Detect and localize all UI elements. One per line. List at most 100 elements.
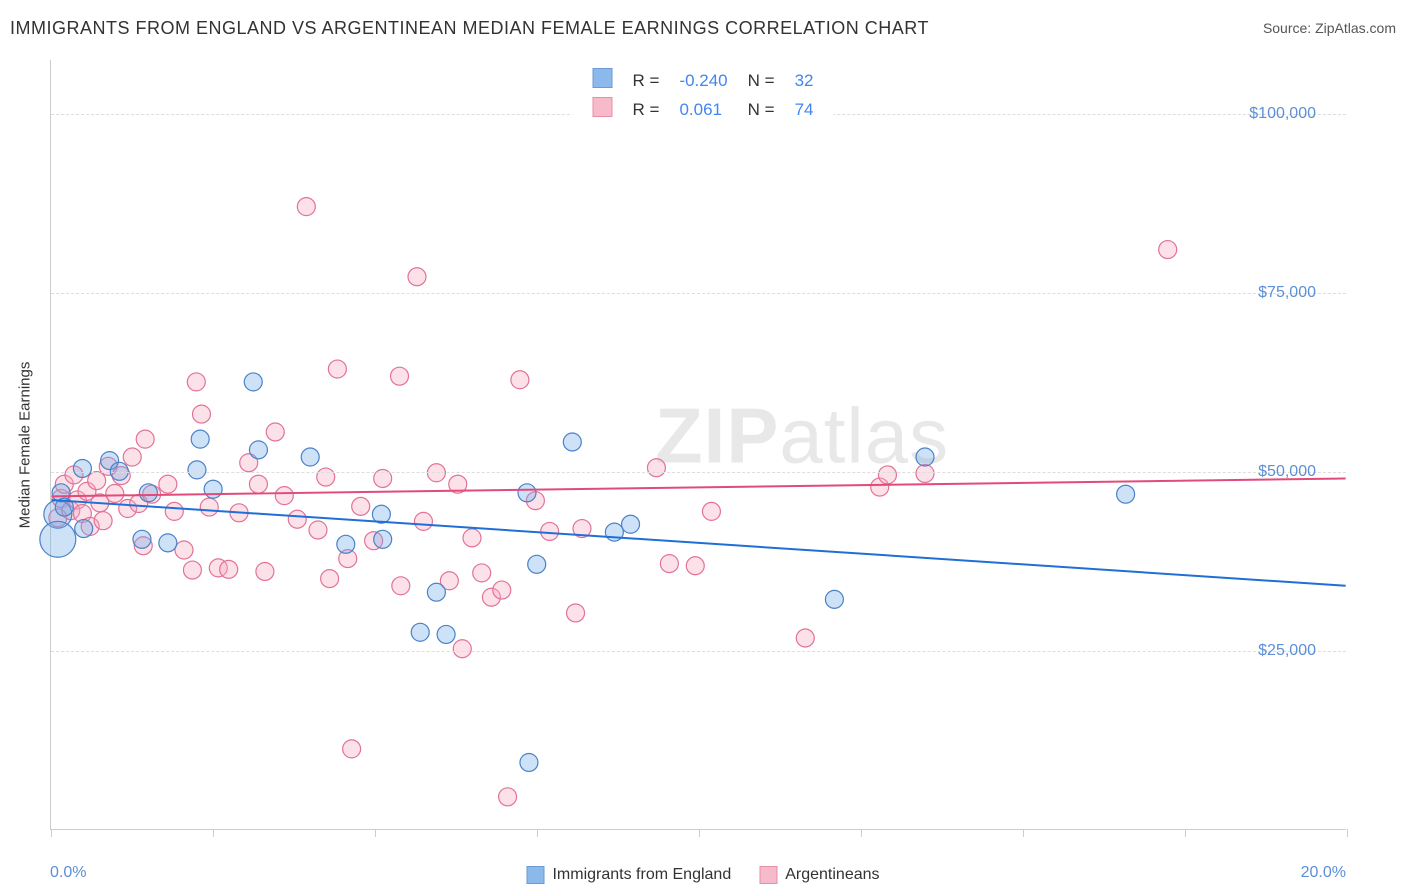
y-tick-label: $100,000 — [1249, 105, 1316, 123]
scatter-point — [411, 623, 429, 641]
scatter-point — [328, 360, 346, 378]
scatter-point — [136, 430, 154, 448]
x-tick — [861, 829, 862, 837]
scatter-point — [244, 373, 262, 391]
scatter-point — [88, 472, 106, 490]
scatter-point — [249, 475, 267, 493]
legend-row-england: R = -0.240 N = 32 — [583, 66, 824, 95]
gridline-h — [51, 293, 1346, 294]
source-name: ZipAtlas.com — [1315, 20, 1396, 36]
scatter-point — [647, 459, 665, 477]
scatter-point — [165, 502, 183, 520]
scatter-point — [256, 562, 274, 580]
scatter-point — [493, 581, 511, 599]
scatter-point — [622, 515, 640, 533]
regression-line — [51, 478, 1345, 496]
r-label: R = — [623, 95, 670, 124]
y-tick-label: $25,000 — [1258, 642, 1316, 660]
scatter-point — [183, 561, 201, 579]
r-label: R = — [623, 66, 670, 95]
scatter-point — [391, 367, 409, 385]
scatter-point — [1117, 485, 1135, 503]
plot-svg — [51, 60, 1346, 829]
legend-swatch-england-icon — [526, 866, 544, 884]
scatter-point — [414, 512, 432, 530]
scatter-point — [1159, 241, 1177, 259]
scatter-point — [408, 268, 426, 286]
scatter-point — [352, 497, 370, 515]
source-credit: Source: ZipAtlas.com — [1263, 20, 1396, 36]
x-tick — [51, 829, 52, 837]
legend-swatch-england — [593, 68, 613, 88]
correlation-legend: R = -0.240 N = 32 R = 0.061 N = 74 — [573, 62, 834, 128]
scatter-point — [916, 448, 934, 466]
scatter-point — [337, 535, 355, 553]
scatter-point — [528, 555, 546, 573]
scatter-point — [563, 433, 581, 451]
scatter-point — [520, 753, 538, 771]
n-label: N = — [738, 66, 785, 95]
scatter-point — [94, 512, 112, 530]
scatter-point — [301, 448, 319, 466]
scatter-point — [249, 441, 267, 459]
scatter-point — [473, 564, 491, 582]
scatter-point — [220, 560, 238, 578]
scatter-point — [309, 521, 327, 539]
scatter-point — [453, 640, 471, 658]
scatter-point — [541, 522, 559, 540]
scatter-point — [518, 484, 536, 502]
scatter-point — [106, 485, 124, 503]
scatter-point — [796, 629, 814, 647]
x-tick — [375, 829, 376, 837]
chart-header: IMMIGRANTS FROM ENGLAND VS ARGENTINEAN M… — [10, 18, 1396, 48]
scatter-point — [275, 487, 293, 505]
y-axis-label: Median Female Earnings — [17, 362, 34, 529]
gridline-h — [51, 472, 1346, 473]
legend-item-argentina: Argentineans — [759, 866, 879, 884]
legend-swatch-argentina-icon — [759, 866, 777, 884]
scatter-point — [511, 371, 529, 389]
scatter-point — [200, 498, 218, 516]
n-label: N = — [738, 95, 785, 124]
scatter-point — [343, 740, 361, 758]
scatter-point — [159, 534, 177, 552]
scatter-point — [374, 530, 392, 548]
scatter-point — [139, 484, 157, 502]
x-tick — [213, 829, 214, 837]
n-value-england: 32 — [785, 66, 824, 95]
gridline-h — [51, 651, 1346, 652]
x-tick — [1347, 829, 1348, 837]
scatter-point — [188, 461, 206, 479]
r-value-england: -0.240 — [669, 66, 737, 95]
y-tick-label: $75,000 — [1258, 284, 1316, 302]
n-value-argentina: 74 — [785, 95, 824, 124]
legend-label-england: Immigrants from England — [552, 866, 731, 884]
legend-item-england: Immigrants from England — [526, 866, 731, 884]
scatter-point — [123, 448, 141, 466]
scatter-point — [187, 373, 205, 391]
r-value-argentina: 0.061 — [669, 95, 737, 124]
scatter-point — [159, 475, 177, 493]
scatter-point — [567, 604, 585, 622]
x-axis-max-label: 20.0% — [1301, 864, 1346, 882]
x-tick — [537, 829, 538, 837]
chart-title: IMMIGRANTS FROM ENGLAND VS ARGENTINEAN M… — [10, 18, 929, 38]
scatter-point — [499, 788, 517, 806]
scatter-point — [40, 521, 76, 557]
scatter-point — [133, 530, 151, 548]
scatter-point — [825, 590, 843, 608]
scatter-point — [702, 502, 720, 520]
x-tick — [1023, 829, 1024, 837]
scatter-point — [427, 583, 445, 601]
scatter-point — [463, 529, 481, 547]
scatter-point — [878, 466, 896, 484]
y-axis-label-area: Median Female Earnings — [10, 60, 40, 830]
source-label: Source: — [1263, 20, 1311, 36]
scatter-point — [191, 430, 209, 448]
scatter-point — [204, 480, 222, 498]
legend-swatch-argentina — [593, 97, 613, 117]
scatter-point — [297, 198, 315, 216]
scatter-point — [916, 464, 934, 482]
scatter-point — [317, 468, 335, 486]
plot-area: ZIPatlas $25,000$50,000$75,000$100,000 — [50, 60, 1346, 830]
